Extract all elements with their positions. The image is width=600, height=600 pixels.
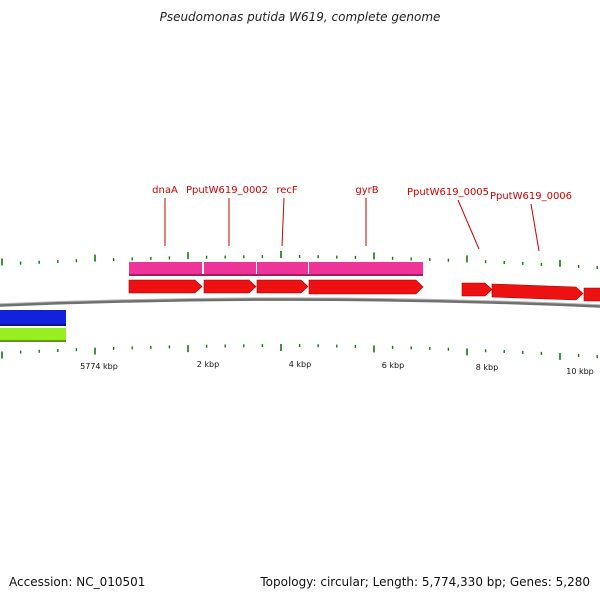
gene-label-PputW619_0002: PputW619_0002 [186, 185, 268, 196]
gene-box-gyrB [309, 262, 423, 276]
map-title: Pseudomonas putida W619, complete genome [159, 10, 441, 24]
tick-label-6kbp: 6 kbp [382, 361, 404, 370]
gene-label-PputW619_0005: PputW619_0005 [407, 187, 489, 198]
gene-label-recF: recF [276, 185, 298, 196]
cds-arrow-PputW619_0005 [461, 282, 493, 297]
strand-bar-blue-shade [0, 324, 66, 326]
tick-label-4kbp: 4 kbp [289, 360, 311, 369]
cds-arrow-next [583, 287, 600, 302]
gene-track [129, 262, 423, 276]
gene-track-shade [129, 274, 423, 276]
strand-bar-green-shade [0, 340, 66, 342]
outer-tick-marks [1, 251, 598, 270]
cds-arrow-gyrB [308, 279, 424, 295]
leader-PputW619_0005 [457, 199, 480, 250]
leader-recF [281, 197, 285, 247]
label-leaders [164, 197, 540, 252]
gene-label-dnaA: dnaA [152, 185, 178, 196]
cds-arrow-dnaA [128, 279, 203, 294]
gene-box-PputW619_0002 [204, 262, 256, 276]
strand-bar-blue [0, 310, 66, 326]
gene-box-dnaA [129, 262, 202, 276]
genome-summary: Topology: circular; Length: 5,774,330 bp… [260, 575, 590, 589]
accession-label: Accession: NC_010501 [9, 575, 146, 589]
cds-arrow-recF [256, 279, 309, 294]
tick-label-2kbp: 2 kbp [197, 360, 219, 369]
gene-box-recF [257, 262, 308, 276]
cds-arrow-PputW619_0006 [491, 283, 584, 301]
genome-backbone-highlight [0, 297, 600, 306]
gene-label-gyrB: gyrB [355, 185, 378, 196]
genome-backbone [0, 297, 600, 308]
cds-track [128, 279, 600, 302]
strand-bar-green [0, 328, 66, 342]
tick-label-5774kbp: 5774 kbp [80, 362, 118, 371]
gene-label-PputW619_0006: PputW619_0006 [490, 191, 572, 202]
tick-label-8kbp: 8 kbp [476, 363, 498, 372]
inner-tick-marks [1, 344, 598, 360]
tick-label-10kbp: 10 kbp [566, 367, 594, 376]
leader-PputW619_0006 [530, 203, 540, 252]
cds-arrow-PputW619_0002 [203, 279, 257, 294]
